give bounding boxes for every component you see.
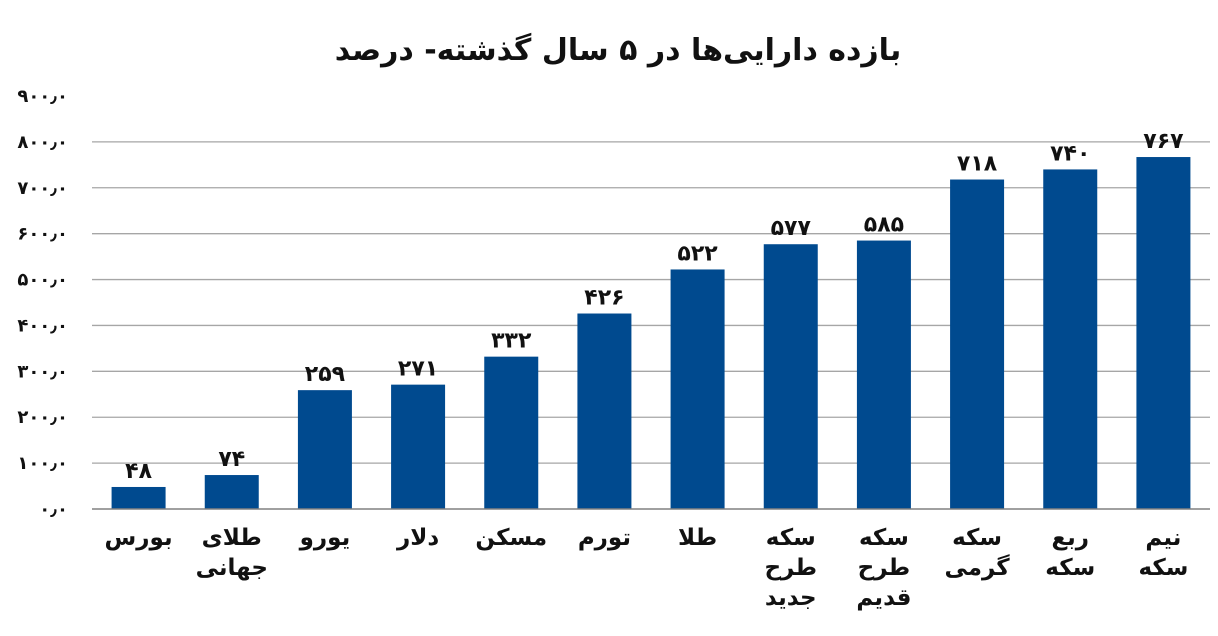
gridlines (92, 141, 1210, 464)
bar (204, 475, 259, 509)
data-label: ۷۱۸ (957, 152, 998, 177)
y-tick-label: ۸۰۰٫۰ (17, 132, 68, 153)
data-label: ۲۵۹ (305, 362, 345, 387)
y-tick-label: ۴۰۰٫۰ (17, 315, 68, 336)
y-tick-label: ۵۰۰٫۰ (17, 270, 68, 291)
bar (577, 313, 632, 509)
data-label: ۵۸۵ (864, 213, 904, 238)
bar (670, 269, 725, 509)
bar (950, 179, 1005, 510)
x-tick-label: طلا (678, 525, 717, 551)
data-label: ۳۳۲ (491, 329, 532, 354)
y-axis: ۰٫۰ ۱۰۰٫۰ ۲۰۰٫۰ ۳۰۰٫۰ ۴۰۰٫۰ ۵۰۰٫۰ ۶۰۰٫۰ ۷۰۰٫۰ ۸۰… (17, 86, 68, 520)
data-label: ۷۴۰ (1050, 141, 1090, 166)
y-tick-label: ۱۰۰٫۰ (17, 453, 68, 474)
data-label: ۵۷۷ (771, 216, 812, 241)
x-axis: بورس طلای جهانی یورو دلار مسکن تورم طلا سکه طرح جد… (105, 525, 1189, 611)
bar (391, 384, 446, 509)
x-tick-label: سکه طرح قدیم (856, 525, 911, 611)
x-tick-label: ربع سکه (1045, 525, 1095, 581)
bar (856, 240, 911, 510)
x-tick-label: دلار (396, 525, 439, 551)
x-tick-label: مسکن (475, 525, 547, 551)
bar (1136, 157, 1191, 509)
data-labels: ۴۸ ۷۴ ۲۵۹ ۲۷۱ ۳۳۲ ۴۲۶ ۵۲۲ ۵۷۷ ۵۸۵ ۷۱۸ ۷۴۰ ۷۶۷ (125, 129, 1184, 484)
bar (1043, 169, 1098, 509)
chart-title: بازده دارایی‌ها در ۵ سال گذشته- درصد (335, 32, 901, 68)
x-tick-label: طلای جهانی (196, 525, 268, 581)
x-tick-label: سکه گرمی (944, 525, 1010, 581)
y-tick-label: ۲۰۰٫۰ (17, 407, 68, 428)
y-tick-label: ۰٫۰ (39, 499, 68, 520)
data-label: ۲۷۱ (398, 357, 438, 382)
data-label: ۷۴ (218, 447, 245, 472)
data-label: ۴۸ (125, 459, 152, 484)
bar (763, 244, 818, 509)
y-tick-label: ۷۰۰٫۰ (17, 178, 68, 199)
data-label: ۴۲۶ (584, 286, 624, 311)
x-tick-label: نیم سکه (1138, 525, 1188, 581)
x-tick-label: تورم (578, 525, 631, 551)
y-tick-label: ۳۰۰٫۰ (17, 361, 68, 382)
x-tick-label: سکه طرح جدید (764, 525, 817, 611)
y-tick-label: ۹۰۰٫۰ (17, 86, 68, 107)
bar (297, 390, 352, 509)
bar (484, 356, 539, 509)
data-label: ۷۶۷ (1143, 129, 1184, 154)
bars (111, 157, 1191, 510)
x-tick-label: بورس (105, 525, 173, 551)
x-tick-label: یورو (299, 525, 351, 551)
bar (111, 486, 166, 509)
data-label: ۵۲۲ (677, 241, 718, 266)
y-tick-label: ۶۰۰٫۰ (17, 224, 68, 245)
